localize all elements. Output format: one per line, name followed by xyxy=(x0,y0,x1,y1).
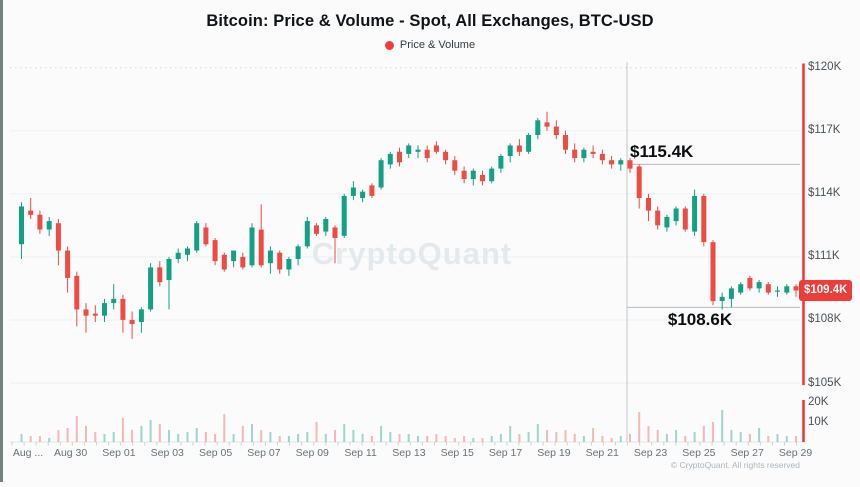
chart-title: Bitcoin: Price & Volume - Spot, All Exch… xyxy=(206,12,654,30)
date-axis-label: Aug 30 xyxy=(53,447,88,459)
price-axis-label: $117K xyxy=(808,124,841,137)
legend-dot-icon xyxy=(384,40,394,50)
date-axis-label: Sep 01 xyxy=(102,447,136,459)
live-bar xyxy=(802,63,805,442)
last-price-badge: $109.4K xyxy=(799,280,853,301)
date-axis-label: Sep 25 xyxy=(682,447,716,459)
date-axis-label: Sep 17 xyxy=(488,447,523,459)
left-edge-strip xyxy=(0,0,3,482)
volume-series xyxy=(20,410,797,442)
volume-axis-label: 10K xyxy=(808,415,829,428)
date-axis-label: Sep 21 xyxy=(585,447,619,459)
date-axis-label: Sep 09 xyxy=(295,447,329,459)
gridlines xyxy=(10,66,800,384)
price-axis-label: $108K xyxy=(808,313,842,326)
date-axis-label: Aug ... xyxy=(12,447,44,459)
cryptoquant-watermark: CryptoQuant xyxy=(312,236,512,271)
date-axis-label: Sep 13 xyxy=(392,447,426,459)
volume-axis-label: 20K xyxy=(808,395,829,408)
candlestick-series xyxy=(19,111,799,339)
price-axis-label: $111K xyxy=(808,250,840,263)
price-axis-label: $114K xyxy=(808,187,841,200)
legend: Price & Volume xyxy=(0,39,860,51)
x-axis xyxy=(10,441,806,446)
price-axis-label: $105K xyxy=(808,376,842,389)
date-axis-label: Sep 19 xyxy=(537,447,571,459)
resistance-annotation-label: $115.4K xyxy=(630,142,694,162)
date-axis-label: Sep 05 xyxy=(198,447,233,459)
price-axis-label: $120K xyxy=(808,61,842,74)
date-axis-label: Sep 03 xyxy=(150,447,184,459)
legend-item-price-volume[interactable]: Price & Volume xyxy=(399,39,476,51)
copyright-footer: © CryptoQuant. All rights reserved xyxy=(670,460,800,470)
date-axis-label: Sep 29 xyxy=(778,447,813,459)
support-annotation-label: $108.6K xyxy=(667,310,733,330)
date-axis-label: Sep 15 xyxy=(440,447,474,459)
date-axis-label: Sep 07 xyxy=(247,447,281,459)
date-axis-label: Sep 11 xyxy=(344,447,377,459)
date-axis-label: Sep 23 xyxy=(633,447,668,459)
date-axis-label: Sep 27 xyxy=(730,447,764,459)
